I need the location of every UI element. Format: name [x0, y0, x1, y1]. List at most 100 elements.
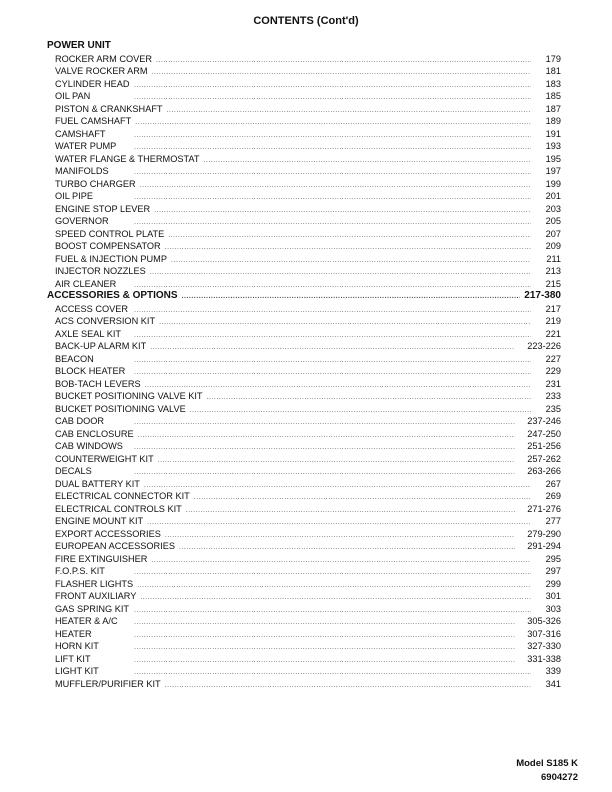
dot-leader — [134, 417, 515, 430]
dot-leader — [140, 592, 531, 605]
entry-title: EUROPEAN ACCESSORIES — [55, 541, 175, 551]
toc-entry[interactable]: OIL PAN 185 — [47, 90, 561, 103]
toc-entry[interactable]: EUROPEAN ACCESSORIES 291-294 — [47, 540, 561, 553]
toc-entry[interactable]: GAS SPRING KIT 303 — [47, 603, 561, 616]
dot-leader — [134, 80, 531, 93]
toc-entry[interactable]: ACCESS COVER 217 — [47, 303, 561, 316]
toc-entry[interactable]: ENGINE STOP LEVER 203 — [47, 203, 561, 216]
toc-entry[interactable]: CYLINDER HEAD 183 — [47, 78, 561, 91]
section-pages: 217-380 — [524, 290, 561, 301]
toc-entry[interactable]: INJECTOR NOZZLES 213 — [47, 265, 561, 278]
toc-entry[interactable]: ELECTRICAL CONTROLS KIT 271-276 — [47, 503, 561, 516]
dot-leader — [150, 342, 515, 355]
toc-entry[interactable]: LIFT KIT 331-338 — [47, 653, 561, 666]
entry-title: FIRE EXTINGUISHER — [55, 553, 148, 564]
toc-entry[interactable]: VALVE ROCKER ARM 181 — [47, 65, 561, 78]
dot-leader — [167, 105, 531, 118]
entry-page: 213 — [545, 266, 561, 276]
entry-page: 209 — [545, 241, 561, 251]
toc-entry[interactable]: CAMSHAFT 191 — [47, 128, 561, 141]
entry-page: 229 — [545, 366, 561, 376]
dot-leader — [150, 267, 531, 280]
toc-entry[interactable]: WATER FLANGE & THERMOSTAT 195 — [47, 153, 561, 166]
entry-title: VALVE ROCKER ARM — [55, 66, 148, 76]
entry-page: 219 — [545, 316, 561, 326]
toc-entry[interactable]: OIL PIPE 201 — [47, 190, 561, 203]
toc-entry[interactable]: F.O.P.S. KIT 297 — [47, 565, 561, 578]
toc-entry[interactable]: AIR CLEANER 215 — [47, 278, 561, 291]
toc-entry[interactable]: FLASHER LIGHTS 299 — [47, 578, 561, 591]
entry-title: FUEL & INJECTION PUMP — [55, 253, 167, 264]
entry-page: 199 — [545, 178, 561, 189]
dot-leader — [134, 442, 515, 455]
toc-entry[interactable]: MANIFOLDS 197 — [47, 165, 561, 178]
entry-page: 251-256 — [527, 441, 561, 451]
entry-title: CAMSHAFT — [55, 128, 106, 139]
dot-leader — [179, 542, 515, 555]
entry-page: 327-330 — [527, 641, 561, 651]
toc-entry[interactable]: CAB WINDOWS 251-256 — [47, 440, 561, 453]
toc-entry[interactable]: HORN KIT 327-330 — [47, 640, 561, 653]
toc-entry[interactable]: ENGINE MOUNT KIT 277 — [47, 515, 561, 528]
dot-leader — [134, 355, 531, 368]
toc-entry[interactable]: BOOST COMPENSATOR 209 — [47, 240, 561, 253]
dot-leader — [134, 630, 515, 643]
toc-entry[interactable]: FIRE EXTINGUISHER 295 — [47, 553, 561, 566]
toc-entry[interactable]: CAB ENCLOSURE 247-250 — [47, 428, 561, 441]
toc-entry[interactable]: DECALS 263-266 — [47, 465, 561, 478]
entry-page: 235 — [545, 403, 561, 414]
toc-entry[interactable]: SPEED CONTROL PLATE 207 — [47, 228, 561, 241]
toc-entry[interactable]: MUFFLER/PURIFIER KIT 341 — [47, 678, 561, 691]
toc-entry[interactable]: AXLE SEAL KIT 221 — [47, 328, 561, 341]
entry-title: ACCESS COVER — [55, 303, 129, 314]
toc-entry[interactable]: EXPORT ACCESSORIES 279-290 — [47, 528, 561, 541]
entry-title: BACK-UP ALARM KIT — [55, 341, 147, 351]
entry-page: 301 — [545, 591, 561, 601]
toc-entry[interactable]: BUCKET POSITIONING VALVE 235 — [47, 403, 561, 416]
toc-entry[interactable]: ROCKER ARM COVER 179 — [47, 53, 561, 66]
toc-entry[interactable]: CAB DOOR 237-246 — [47, 415, 561, 428]
entry-page: 221 — [545, 328, 561, 339]
dot-leader — [154, 205, 531, 218]
entry-title: OIL PAN — [55, 91, 91, 101]
dot-leader — [144, 480, 531, 493]
toc-entry[interactable]: FUEL & INJECTION PUMP 211 — [47, 253, 561, 266]
entry-title: BLOCK HEATER — [55, 366, 126, 376]
toc-entry[interactable]: ELECTRICAL CONNECTOR KIT 269 — [47, 490, 561, 503]
toc-entry[interactable]: FRONT AUXILIARY 301 — [47, 590, 561, 603]
dot-leader — [147, 517, 531, 530]
entry-page: 305-326 — [527, 616, 561, 626]
entry-title: ELECTRICAL CONTROLS KIT — [55, 503, 182, 514]
toc-entry[interactable]: BOB-TACH LEVERS 231 — [47, 378, 561, 391]
toc-entry[interactable]: BEACON 227 — [47, 353, 561, 366]
toc-entry[interactable]: HEATER & A/C 305-326 — [47, 615, 561, 628]
toc-entry[interactable]: LIGHT KIT 339 — [47, 665, 561, 678]
toc-entry[interactable]: TURBO CHARGER 199 — [47, 178, 561, 191]
dot-leader — [134, 217, 531, 230]
toc-entry[interactable]: BLOCK HEATER 229 — [47, 365, 561, 378]
section-heading: ACCESSORIES & OPTIONS 217-380 — [47, 290, 561, 303]
entry-title: MANIFOLDS — [55, 166, 109, 176]
toc-entry[interactable]: PISTON & CRANKSHAFT 187 — [47, 103, 561, 116]
dot-leader — [168, 230, 531, 243]
toc-entry[interactable]: COUNTERWEIGHT KIT 257-262 — [47, 453, 561, 466]
section-heading: POWER UNIT — [47, 40, 561, 53]
dot-leader — [134, 330, 531, 343]
toc-entry[interactable]: GOVERNOR 205 — [47, 215, 561, 228]
dot-leader — [135, 117, 531, 130]
dot-leader — [134, 667, 531, 680]
toc-entry[interactable]: DUAL BATTERY KIT 267 — [47, 478, 561, 491]
page-title: CONTENTS (Cont'd) — [253, 15, 359, 27]
entry-title: DECALS — [55, 466, 92, 476]
toc-entry[interactable]: ACS CONVERSION KIT 219 — [47, 315, 561, 328]
dot-leader — [186, 505, 516, 518]
model-label: Model S185 K — [516, 758, 578, 769]
toc-entry[interactable]: HEATER 307-316 — [47, 628, 561, 641]
section-title: POWER UNIT — [47, 40, 111, 51]
entry-page: 233 — [545, 391, 561, 401]
toc-entry[interactable]: FUEL CAMSHAFT 189 — [47, 115, 561, 128]
entry-page: 291-294 — [527, 541, 561, 551]
toc-entry[interactable]: WATER PUMP 193 — [47, 140, 561, 153]
toc-entry[interactable]: BUCKET POSITIONING VALVE KIT 233 — [47, 390, 561, 403]
toc-entry[interactable]: BACK-UP ALARM KIT 223-226 — [47, 340, 561, 353]
